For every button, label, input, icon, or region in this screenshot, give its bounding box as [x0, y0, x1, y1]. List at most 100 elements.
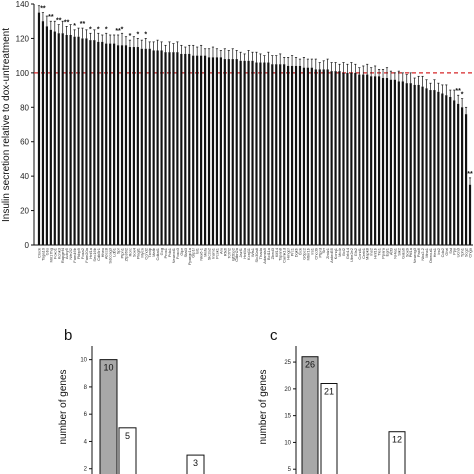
y-tick-label: 140: [16, 0, 30, 9]
bar: [290, 65, 294, 245]
category-label: Bcl11a: [266, 247, 271, 260]
category-label: Mycn: [139, 248, 144, 258]
category-label: Nkx2-2: [420, 247, 425, 260]
y-tick-label: 20: [284, 387, 291, 393]
category-label: Chcd9: [313, 247, 318, 259]
significance-mark: **: [80, 21, 86, 28]
bar: [219, 57, 222, 245]
chart-b: b number of genes 2 4 6 8 10 10 5 3: [58, 327, 205, 474]
bar: [445, 95, 448, 245]
category-label: Plagl1: [135, 247, 140, 259]
category-label: Foxo3: [175, 247, 180, 259]
bar: [314, 69, 317, 246]
y-tick-label: 4: [84, 439, 88, 445]
category-label: Tph1: [460, 247, 465, 257]
category-label: Hnf4a: [242, 247, 247, 258]
y-tick-label: 10: [284, 440, 291, 446]
bar: [164, 52, 167, 246]
category-label: Thada: [258, 247, 263, 259]
bar: [362, 74, 365, 245]
bar: [385, 78, 389, 246]
bar: [334, 71, 337, 245]
category-label: Mnx1: [424, 247, 429, 258]
bar: [176, 52, 179, 246]
y-tick-label: 60: [20, 138, 29, 147]
category-label: Onecut1: [428, 247, 433, 263]
bar: [136, 47, 139, 246]
category-label: Ucn3: [456, 247, 461, 257]
y-tick-label: 100: [16, 69, 30, 78]
bar: [184, 53, 187, 245]
bar: [49, 29, 52, 246]
bar: [433, 90, 436, 245]
category-label: Sox9: [404, 247, 409, 257]
bar: [235, 59, 238, 246]
category-labels-a: ClockTsga10GbsMir17hgFoxo1Kcnk3Rapgef4Ad…: [36, 247, 472, 265]
significance-mark: **: [115, 28, 121, 35]
bar: [65, 34, 68, 245]
significance-mark: **: [455, 88, 461, 95]
category-label: Isl1: [195, 247, 200, 254]
category-label: Prox1: [163, 247, 168, 258]
bar: [116, 45, 120, 245]
bar: [437, 91, 440, 246]
bar: [263, 62, 266, 246]
category-label: Neurod1: [171, 247, 176, 263]
category-label: Ppara: [381, 247, 386, 258]
bar: [322, 69, 325, 246]
category-label: Scg2: [464, 247, 469, 257]
category-label: Hhex: [100, 248, 105, 257]
y-ticks-c: 5 10 15 20 25: [284, 360, 296, 473]
category-label: Grb14: [345, 247, 350, 259]
bar: [409, 83, 412, 245]
category-label: Bcl2: [341, 247, 346, 256]
category-label: Ptf1a: [408, 247, 413, 257]
bar: [61, 33, 64, 246]
y-axis-label-c: number of genes: [258, 369, 269, 444]
bar: [144, 48, 147, 245]
bar: [259, 62, 262, 246]
significance-mark: *: [144, 31, 147, 38]
bar: [180, 53, 183, 245]
category-label: Mafb: [151, 247, 156, 257]
bar: [275, 64, 278, 245]
bar: [211, 57, 215, 245]
category-label: Hes1: [432, 247, 437, 257]
significance-mark: *: [136, 31, 139, 38]
bar: [53, 31, 56, 245]
bar: [453, 100, 456, 246]
bars-b: 10 5 3: [99, 359, 205, 474]
category-label: Slc30a8: [254, 247, 259, 262]
bar: [461, 107, 464, 246]
category-label: Tcf7l2: [226, 247, 231, 258]
category-label: Atf3: [388, 247, 393, 255]
bar: [196, 55, 199, 246]
bar: [113, 43, 116, 245]
category-label: Irx2: [436, 247, 441, 254]
category-label: Mir17hg: [48, 248, 53, 262]
category-label: Sst: [448, 247, 453, 254]
bar-value-label: 21: [324, 387, 334, 397]
category-label: Gcg: [159, 248, 164, 255]
category-label: Dgkb: [294, 247, 299, 257]
category-label: Hmgcr: [286, 247, 291, 259]
bar: [294, 65, 298, 245]
bar: [393, 79, 396, 245]
bar: [457, 103, 460, 245]
chart-c: c number of genes 5 10 15 20 25 26 21 12: [258, 327, 406, 474]
bar: [69, 34, 72, 245]
bar: [381, 78, 385, 246]
bar: [192, 55, 195, 246]
category-label: Gls2: [353, 247, 358, 256]
bar: [388, 431, 406, 474]
bar: [271, 64, 274, 245]
bar: [429, 90, 432, 245]
category-label: Klf14: [274, 247, 279, 257]
bar: [85, 38, 88, 245]
category-label: Gck: [297, 248, 302, 255]
significance-mark: *: [129, 33, 132, 40]
bar: [389, 79, 393, 245]
bar: [148, 48, 151, 245]
category-label: Rorc: [127, 248, 132, 256]
category-label: Pdx1: [167, 247, 172, 257]
